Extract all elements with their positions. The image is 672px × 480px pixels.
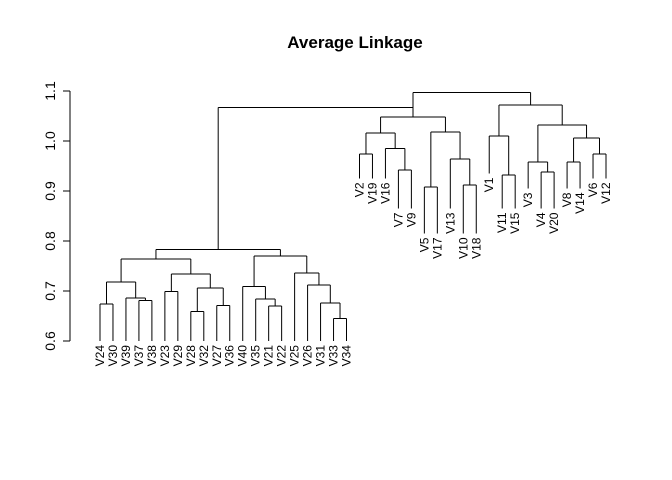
leaf-label: V10 bbox=[456, 237, 470, 259]
leaf-label: V32 bbox=[197, 345, 211, 367]
leaf-label: V29 bbox=[171, 345, 185, 367]
leaf-label: V8 bbox=[560, 192, 574, 207]
leaf-label: V5 bbox=[417, 237, 431, 252]
leaf-label: V35 bbox=[249, 345, 263, 367]
chart-title: Average Linkage bbox=[287, 33, 422, 52]
leaf-label: V9 bbox=[404, 212, 418, 227]
y-tick-label: 0.7 bbox=[42, 281, 58, 301]
leaf-label: V13 bbox=[443, 212, 457, 234]
leaf-label: V18 bbox=[469, 237, 483, 259]
leaf-labels: V24V30V39V37V38V23V29V28V32V27V36V40V35V… bbox=[93, 177, 613, 366]
leaf-label: V20 bbox=[547, 212, 561, 234]
leaf-label: V2 bbox=[352, 182, 366, 197]
y-tick-label: 0.6 bbox=[42, 331, 58, 351]
y-tick-label: 1.0 bbox=[42, 131, 58, 151]
leaf-label: V4 bbox=[534, 212, 548, 227]
leaf-label: V1 bbox=[482, 177, 496, 192]
leaf-label: V22 bbox=[275, 345, 289, 367]
dendrogram-tree bbox=[99, 92, 607, 341]
leaf-label: V28 bbox=[184, 345, 198, 367]
leaf-label: V37 bbox=[132, 345, 146, 367]
leaf-label: V15 bbox=[508, 212, 522, 234]
y-tick-label: 0.9 bbox=[42, 181, 58, 201]
y-tick-label: 0.8 bbox=[42, 231, 58, 251]
leaf-label: V38 bbox=[145, 345, 159, 367]
leaf-label: V7 bbox=[391, 212, 405, 227]
leaf-label: V19 bbox=[365, 182, 379, 204]
leaf-label: V3 bbox=[521, 192, 535, 207]
leaf-label: V25 bbox=[288, 345, 302, 367]
leaf-label: V36 bbox=[223, 345, 237, 367]
leaf-label: V39 bbox=[119, 345, 133, 367]
leaf-label: V11 bbox=[495, 212, 509, 233]
leaf-label: V26 bbox=[301, 345, 315, 367]
leaf-label: V16 bbox=[378, 182, 392, 204]
leaf-label: V12 bbox=[599, 182, 613, 204]
leaf-label: V21 bbox=[262, 345, 276, 367]
leaf-label: V17 bbox=[430, 237, 444, 259]
leaf-label: V31 bbox=[314, 345, 328, 367]
leaf-label: V6 bbox=[586, 182, 600, 197]
leaf-label: V27 bbox=[210, 345, 224, 367]
leaf-label: V24 bbox=[93, 345, 107, 367]
y-axis-ticks: 0.6 0.7 0.8 0.9 1.0 1.1 bbox=[42, 81, 70, 351]
leaf-label: V34 bbox=[340, 345, 354, 367]
leaf-label: V30 bbox=[106, 345, 120, 367]
y-tick-label: 1.1 bbox=[42, 81, 58, 101]
leaf-label: V23 bbox=[158, 345, 172, 367]
leaf-label: V33 bbox=[327, 345, 341, 367]
leaf-label: V14 bbox=[573, 192, 587, 214]
leaf-label: V40 bbox=[236, 345, 250, 367]
